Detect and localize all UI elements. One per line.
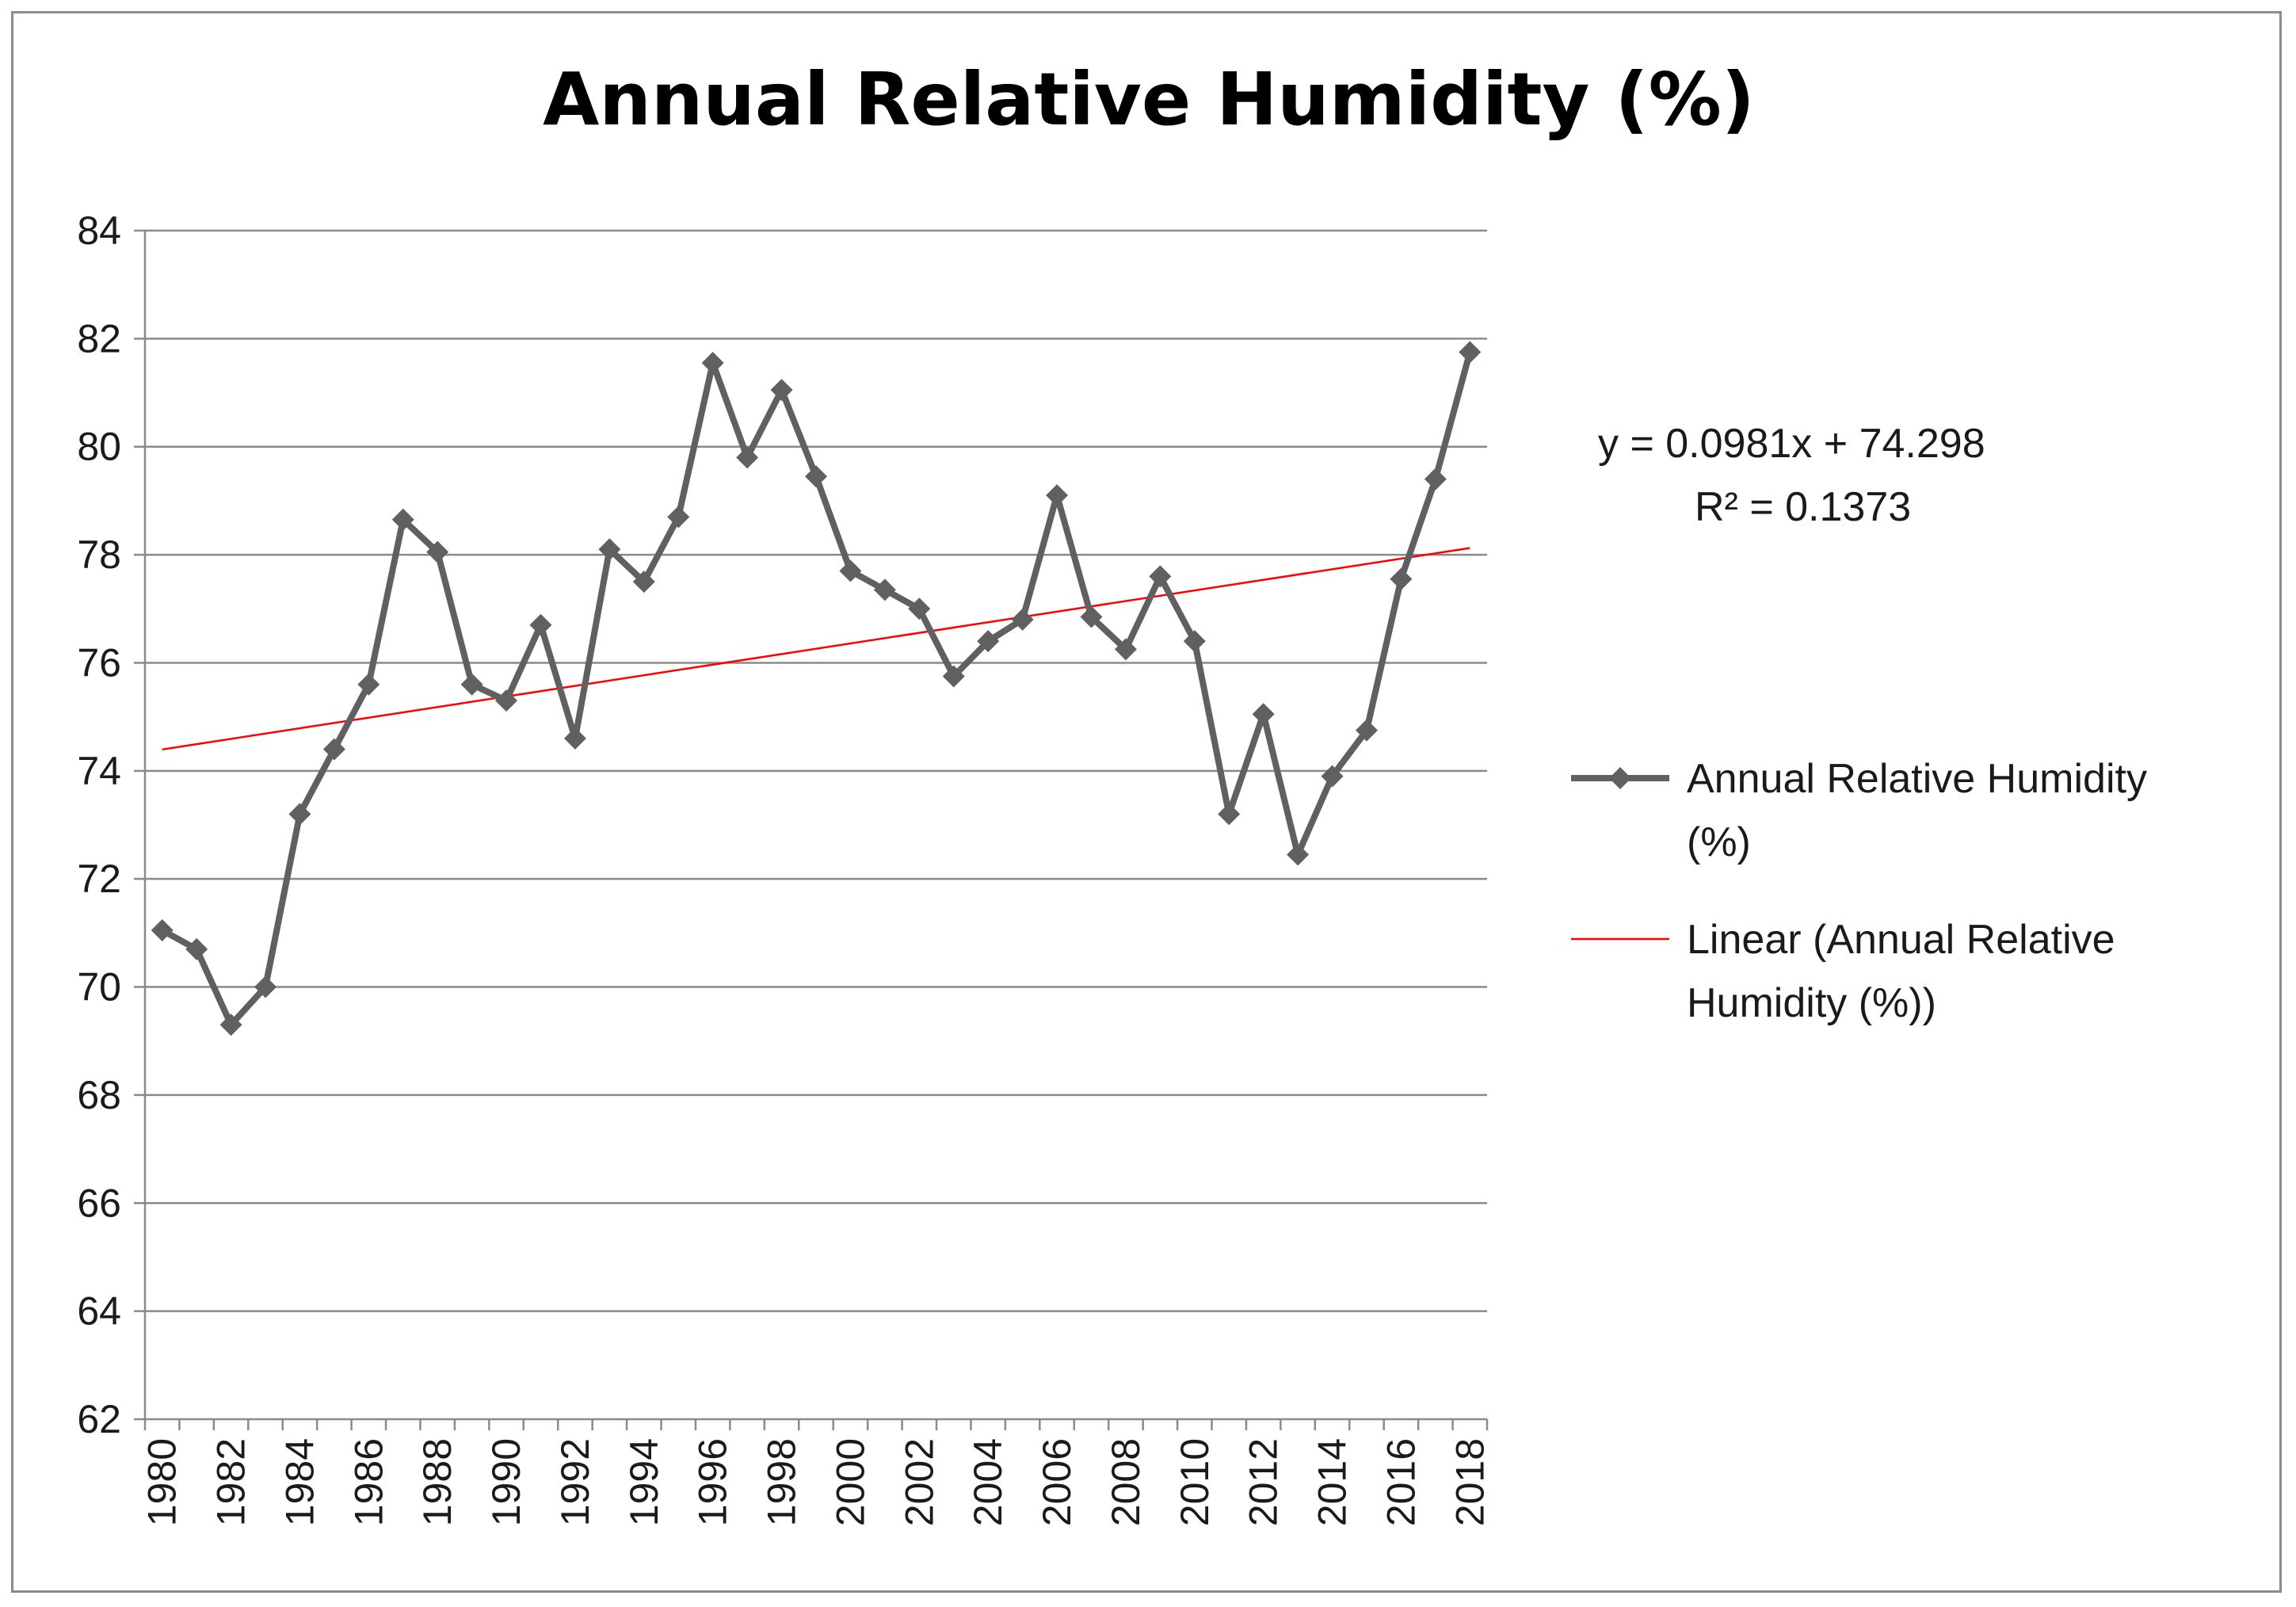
r-squared-label: R² = 0.1373	[1695, 484, 1911, 530]
series-line	[160, 351, 1474, 1029]
y-tick-label: 62	[77, 1397, 121, 1441]
x-tick-label: 2010	[1173, 1438, 1217, 1526]
data-point	[391, 508, 414, 531]
data-point	[1114, 638, 1137, 661]
data-point	[426, 540, 449, 563]
x-tick-label: 2016	[1379, 1438, 1423, 1526]
chart-title: Annual Relative Humidity (%)	[543, 57, 1755, 142]
y-tick-label: 68	[77, 1073, 121, 1117]
y-tick-label: 76	[77, 640, 121, 685]
x-tick-label: 2004	[966, 1438, 1010, 1526]
data-point	[322, 738, 345, 761]
axes	[143, 231, 1489, 1430]
legend: Annual Relative Humidity (%) Linear (Annua…	[1571, 756, 2147, 1026]
x-tick-label: 1998	[760, 1438, 804, 1526]
data-point	[288, 803, 311, 826]
y-tick-label: 82	[77, 316, 121, 361]
data-point	[219, 1013, 242, 1036]
trendline-layer	[162, 547, 1470, 751]
x-tick-label: 2014	[1310, 1438, 1355, 1526]
x-tick-label: 1994	[622, 1438, 666, 1526]
x-tick-label: 1992	[553, 1438, 597, 1526]
chart-frame: Annual Relative Humidity (%) 62 64 66 68 70 7…	[11, 11, 2282, 1593]
x-tick-label: 2006	[1035, 1438, 1079, 1526]
data-point	[563, 727, 586, 750]
y-tick-label: 78	[77, 532, 121, 577]
data-point	[1355, 719, 1378, 742]
data-point	[632, 571, 655, 594]
y-tick-label: 74	[77, 749, 121, 793]
x-axis-ticks: 1980 1982 1984 1986 1988 1990 1992 1994 1996 1998…	[140, 1438, 1493, 1526]
x-tick-label: 1982	[209, 1438, 254, 1526]
data-point	[736, 446, 759, 469]
x-tick-label: 1990	[484, 1438, 528, 1526]
data-point	[1252, 703, 1275, 726]
data-point	[185, 937, 208, 960]
equation-label: y = 0.0981x + 74.298	[1598, 421, 1985, 467]
data-point	[151, 918, 174, 941]
data-point	[1459, 341, 1482, 364]
y-axis-ticks: 62 64 66 68 70 72 74 76 78 80 82 84	[77, 208, 121, 1441]
data-point	[1321, 765, 1344, 788]
data-point	[839, 559, 862, 582]
data-point	[805, 465, 827, 488]
trendline	[162, 547, 1470, 751]
gridlines	[134, 229, 1487, 1421]
data-point	[1218, 803, 1241, 826]
data-point	[598, 538, 621, 561]
x-tick-label: 1986	[346, 1438, 391, 1526]
line-chart: Annual Relative Humidity (%) 62 64 66 68 70 7…	[77, 57, 2147, 1526]
data-point	[1149, 565, 1172, 588]
data-point	[1046, 484, 1069, 507]
y-tick-label: 66	[77, 1181, 121, 1225]
data-point	[529, 613, 552, 636]
legend-marker	[1609, 767, 1631, 789]
x-tick-label: 2012	[1241, 1438, 1286, 1526]
x-tick-label: 2018	[1447, 1438, 1492, 1526]
data-point	[254, 975, 277, 998]
data-point	[495, 689, 518, 712]
legend-label: Annual Relative Humidity	[1687, 756, 2147, 802]
data-point	[1287, 843, 1310, 866]
x-tick-label: 2002	[897, 1438, 941, 1526]
data-point	[770, 379, 793, 402]
x-tick-label: 1980	[140, 1438, 185, 1526]
legend-label: (%)	[1687, 819, 1751, 865]
y-tick-label: 84	[77, 208, 121, 253]
data-point	[908, 597, 931, 620]
data-point	[1424, 468, 1447, 490]
legend-label: Humidity (%))	[1687, 980, 1936, 1026]
data-point	[460, 673, 483, 696]
x-tick-label: 1984	[277, 1438, 322, 1526]
y-tick-label: 72	[77, 857, 121, 901]
data-point	[1080, 605, 1103, 628]
x-tick-label: 2000	[828, 1438, 872, 1526]
x-tick-label: 2008	[1104, 1438, 1148, 1526]
data-point	[873, 578, 896, 601]
x-tick-label: 1996	[691, 1438, 735, 1526]
data-point	[357, 673, 380, 696]
data-point	[1390, 567, 1413, 590]
x-tick-label: 1988	[415, 1438, 460, 1526]
trendline-equation: y = 0.0981x + 74.298 R² = 0.1373	[1598, 421, 1985, 530]
legend-label: Linear (Annual Relative	[1687, 917, 2115, 963]
data-point	[701, 352, 724, 375]
y-tick-label: 80	[77, 425, 121, 469]
y-tick-label: 70	[77, 965, 121, 1010]
data-point	[1011, 608, 1034, 631]
data-point	[667, 506, 690, 529]
data-point	[977, 630, 1000, 653]
y-tick-label: 64	[77, 1289, 121, 1334]
series-layer	[151, 341, 1482, 1036]
data-point	[1183, 630, 1206, 653]
data-point	[942, 665, 965, 688]
